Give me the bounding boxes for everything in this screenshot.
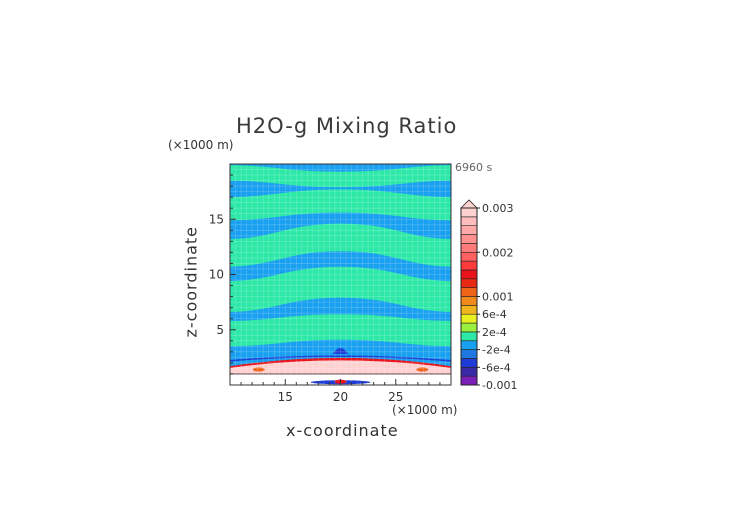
y-tick-label: 15	[209, 212, 224, 226]
colorbar-swatch	[460, 340, 478, 350]
colorbar-swatch	[460, 225, 478, 235]
field-spot-left	[252, 367, 265, 372]
x-tick-label: 15	[278, 390, 293, 404]
field-spot-right	[416, 367, 429, 372]
colorbar-label: -2e-4	[482, 344, 511, 357]
y-tick-label: 10	[209, 268, 224, 282]
field-band-4	[230, 266, 451, 312]
x-tick-label: 20	[333, 390, 348, 404]
colorbar-swatch	[460, 278, 478, 288]
y-tick-label: 5	[216, 323, 224, 337]
colorbar-extend-arrow	[460, 199, 478, 209]
colorbar-label: 6e-4	[482, 308, 507, 321]
colorbar-swatch	[460, 269, 478, 280]
x-axis-label: x-coordinate	[286, 421, 399, 440]
colorbar-label: -6e-4	[482, 361, 511, 374]
colorbar-swatch	[460, 322, 478, 333]
chart-title: H2O-g Mixing Ratio	[236, 114, 458, 138]
field-band-1	[230, 165, 451, 188]
colorbar-label: 0.002	[482, 246, 514, 259]
y-unit-label: (×1000 m)	[168, 138, 234, 152]
field-layer	[230, 164, 451, 385]
colorbar-swatch	[460, 375, 478, 386]
colorbar-label: 2e-4	[482, 326, 507, 339]
colorbar-swatch	[460, 207, 478, 218]
field-band-5	[230, 314, 451, 347]
x-tick-label: 25	[388, 390, 403, 404]
colorbar-swatch	[460, 243, 478, 253]
colorbar-label: -0.001	[482, 379, 517, 392]
colorbar-label: 0.003	[482, 202, 514, 215]
x-unit-label: (×1000 m)	[392, 403, 458, 417]
colorbar-swatch	[460, 349, 478, 359]
colorbar-swatch	[460, 216, 478, 227]
colorbar-swatch	[460, 251, 478, 262]
field-band-2	[230, 189, 451, 221]
colorbar-swatch	[460, 331, 478, 342]
colorbar-swatch	[460, 287, 478, 297]
colorbar-swatch	[460, 296, 478, 306]
colorbar-label: 0.001	[482, 291, 514, 304]
field-band-3	[230, 223, 451, 267]
colorbar-swatch	[460, 234, 478, 244]
colorbar-swatch	[460, 260, 478, 271]
field-plume	[332, 347, 349, 355]
colorbar-swatch	[460, 358, 478, 368]
time-label: 6960 s	[455, 161, 493, 174]
colorbar-swatch	[460, 366, 478, 377]
colorbar-swatch	[460, 305, 478, 315]
field-surface-pink	[230, 360, 451, 374]
colorbar-swatch	[460, 313, 478, 324]
field-contour-blue	[230, 355, 451, 362]
